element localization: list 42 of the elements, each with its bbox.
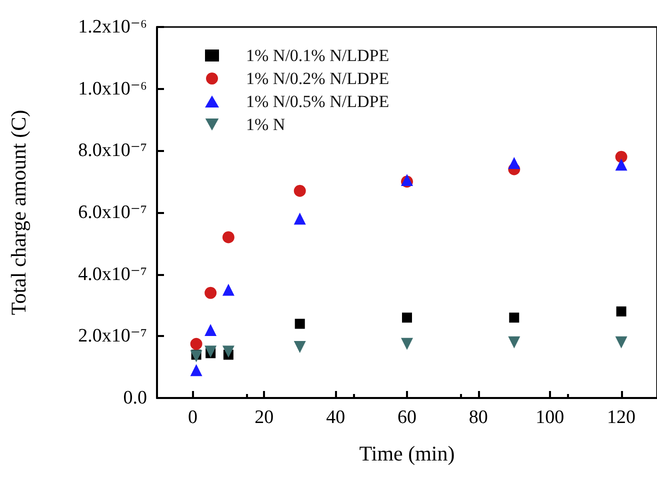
point bbox=[222, 346, 234, 358]
point bbox=[294, 184, 306, 197]
x-tick-label: 120 bbox=[607, 407, 636, 428]
point bbox=[615, 158, 628, 171]
point bbox=[508, 336, 520, 348]
point bbox=[204, 324, 217, 336]
y-tick-label: 1.2x10⁻⁶ bbox=[78, 16, 147, 38]
x-tick-label: 80 bbox=[468, 407, 488, 428]
x-tick-label: 40 bbox=[326, 407, 346, 428]
x-tick-label: 0 bbox=[188, 407, 198, 428]
legend-label: 1% N/0.1% N/LDPE bbox=[246, 46, 390, 65]
point bbox=[190, 364, 202, 376]
point bbox=[190, 350, 202, 362]
y-tick-label: 4.0x10⁻⁷ bbox=[78, 264, 147, 285]
point bbox=[402, 312, 412, 323]
point bbox=[294, 212, 306, 225]
x-tick-label: 20 bbox=[254, 407, 274, 428]
x-tick-label: 100 bbox=[536, 407, 564, 428]
point bbox=[401, 338, 413, 350]
point bbox=[222, 284, 234, 296]
point bbox=[509, 312, 520, 323]
point bbox=[190, 338, 202, 350]
point bbox=[616, 306, 626, 316]
point bbox=[204, 346, 217, 358]
y-tick-label: 2.0x10⁻⁷ bbox=[78, 326, 147, 347]
y-tick-label: 8.0x10⁻⁷ bbox=[78, 140, 147, 162]
point bbox=[294, 318, 305, 329]
y-axis-title: Total charge amount (C) bbox=[6, 110, 30, 316]
point bbox=[615, 336, 628, 348]
point bbox=[294, 340, 306, 353]
point bbox=[222, 231, 234, 244]
point bbox=[615, 150, 628, 163]
y-tick-label: 1.0x10⁻⁶ bbox=[78, 78, 147, 100]
point bbox=[508, 157, 520, 170]
legend-label: 1% N/0.5% N/LDPE bbox=[246, 92, 390, 111]
legend-label: 1% N bbox=[246, 115, 286, 134]
point bbox=[204, 286, 217, 299]
y-tick-label: 6.0x10⁻⁷ bbox=[78, 202, 147, 223]
legend-label: 1% N/0.2% N/LDPE bbox=[246, 69, 390, 88]
y-tick-label: 0.0 bbox=[123, 388, 147, 408]
x-axis-title: Time (min) bbox=[359, 442, 455, 466]
x-tick-label: 60 bbox=[398, 407, 416, 428]
